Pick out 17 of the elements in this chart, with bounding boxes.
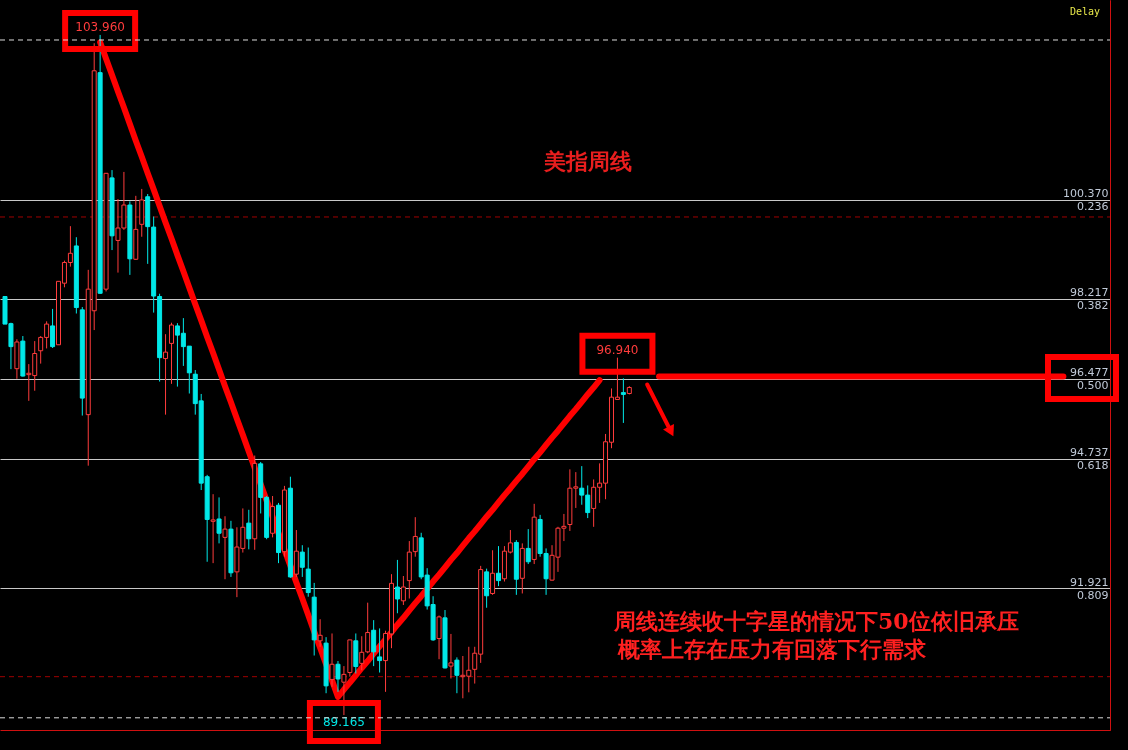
- y-tick-label: 100.370: [1063, 187, 1109, 201]
- y-tick-label: 91.921: [1070, 575, 1109, 589]
- annotation: 96.940: [596, 342, 639, 357]
- text: 美指周线: [543, 149, 632, 174]
- y2-tick-label: 0.809: [1077, 588, 1109, 602]
- annotation: 103.960: [75, 19, 125, 34]
- y-tick-label: 94.737: [1070, 446, 1109, 460]
- y2-tick-label: 0.236: [1077, 200, 1109, 214]
- y2-tick-label: 0.618: [1077, 459, 1109, 473]
- y2-tick-label: 0.500: [1077, 379, 1109, 393]
- y-tick-label: 98.217: [1070, 286, 1109, 300]
- annotation: 概率上存在压力有回落下行需求: [617, 636, 927, 662]
- y2-tick-label: 0.382: [1077, 299, 1109, 313]
- annotation: 89.165: [322, 715, 365, 730]
- annotation: Delay: [1069, 6, 1100, 17]
- annotation: 周线连续收十字星的情况下50位依旧承压: [613, 608, 1019, 634]
- y-tick-label: 96.477: [1070, 366, 1109, 380]
